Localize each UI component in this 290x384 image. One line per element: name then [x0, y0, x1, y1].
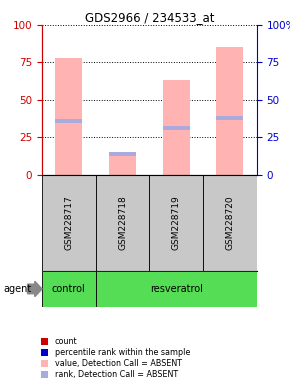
- Bar: [149, 175, 203, 271]
- Bar: [55, 58, 82, 175]
- Bar: [216, 47, 243, 175]
- Text: control: control: [52, 284, 86, 294]
- Bar: [96, 175, 149, 271]
- Text: GSM228718: GSM228718: [118, 195, 127, 250]
- Text: GSM228717: GSM228717: [64, 195, 73, 250]
- Bar: [109, 152, 136, 156]
- Bar: [42, 175, 96, 271]
- Bar: [96, 271, 257, 307]
- Bar: [216, 116, 243, 120]
- Text: GSM228719: GSM228719: [172, 195, 181, 250]
- Bar: [163, 126, 190, 130]
- Text: resveratrol: resveratrol: [150, 284, 203, 294]
- Text: agent: agent: [3, 284, 31, 294]
- Text: GSM228720: GSM228720: [225, 195, 234, 250]
- Legend: count, percentile rank within the sample, value, Detection Call = ABSENT, rank, : count, percentile rank within the sample…: [40, 336, 191, 380]
- Bar: [42, 271, 96, 307]
- Bar: [203, 175, 257, 271]
- Bar: [163, 80, 190, 175]
- Bar: [109, 155, 136, 175]
- Title: GDS2966 / 234533_at: GDS2966 / 234533_at: [85, 11, 214, 24]
- Bar: [55, 119, 82, 122]
